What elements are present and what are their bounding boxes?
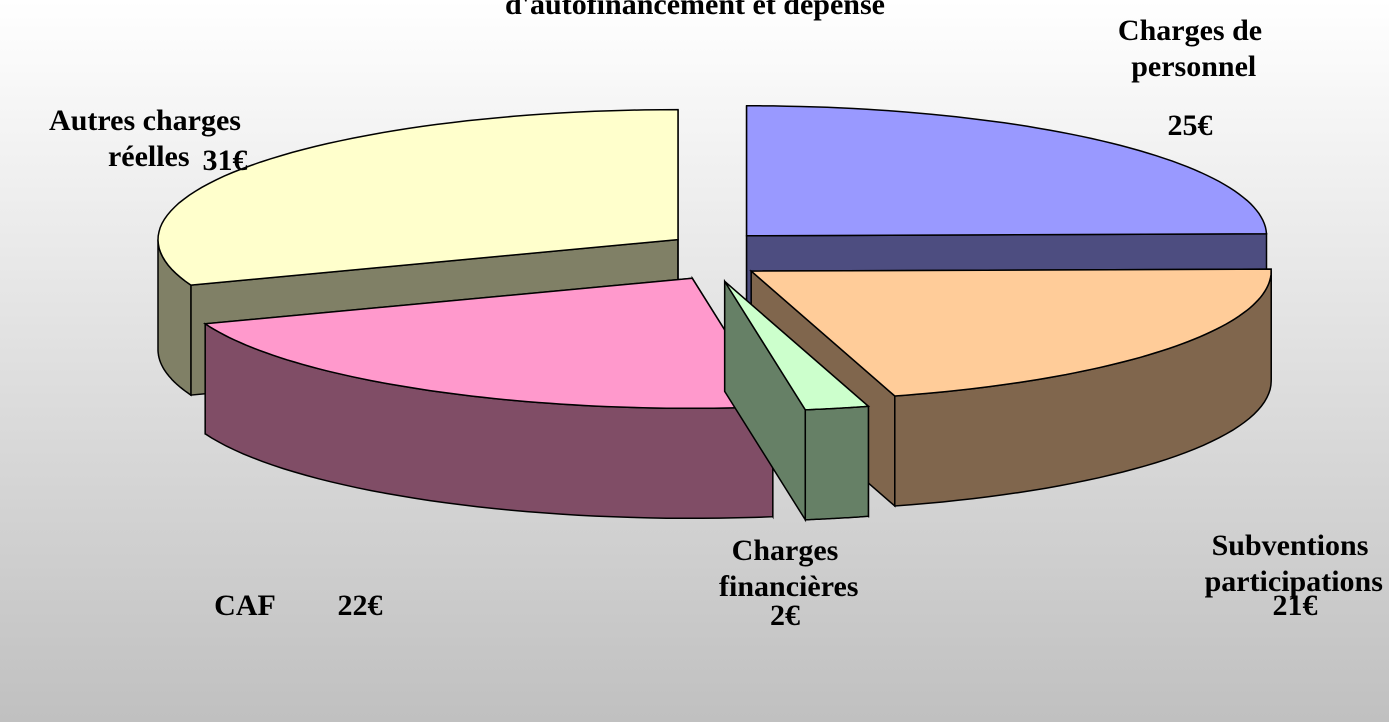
slice-top — [724, 280, 871, 411]
value-label: 31€ — [203, 144, 248, 177]
slice-top — [202, 277, 775, 410]
value-label: 22€ — [338, 589, 383, 622]
slice-label: Autres charges réelles — [49, 104, 241, 173]
slice-top — [749, 268, 1272, 397]
slice-label: Subventions participations — [1197, 529, 1383, 598]
value-label: 21€ — [1273, 589, 1318, 622]
slice-label: Charges financières — [712, 534, 859, 603]
value-label: 25€ — [1168, 109, 1213, 142]
value-label: 2€ — [770, 599, 800, 632]
slice-label: CAF — [214, 589, 276, 622]
pie-slice — [723, 278, 871, 523]
slice-label: Charges de personnel — [1118, 14, 1262, 83]
slice-top — [157, 108, 679, 286]
slice-top — [745, 105, 1268, 237]
chart-title: d'autofinancement et dépense — [505, 0, 885, 21]
slice-side — [804, 405, 870, 521]
